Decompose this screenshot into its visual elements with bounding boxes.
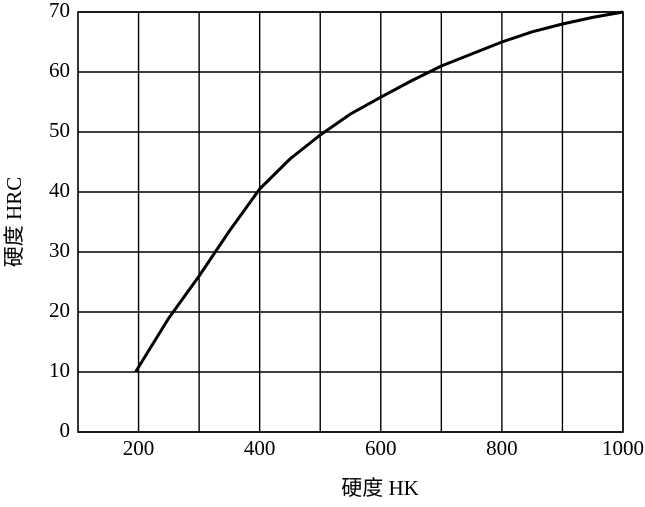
line-series (134, 10, 624, 373)
y-tick-label: 0 (60, 418, 71, 442)
y-tick-label: 70 (49, 0, 70, 22)
plot-frame (77, 11, 624, 433)
y-axis-label: 硬度 HRC (2, 177, 26, 267)
y-tick-label: 30 (49, 238, 70, 262)
y-tick-label: 10 (49, 358, 70, 382)
x-tick-label: 400 (244, 436, 276, 460)
y-tick-label: 50 (49, 118, 70, 142)
y-tick-label: 60 (49, 58, 70, 82)
x-tick-label: 1000 (602, 436, 644, 460)
x-tick-label: 800 (486, 436, 518, 460)
x-tick-label: 600 (365, 436, 397, 460)
y-tick-label: 20 (49, 298, 70, 322)
x-tick-label: 200 (123, 436, 155, 460)
y-tick-label: 40 (49, 178, 70, 202)
x-axis-label: 硬度 HK (341, 476, 419, 500)
